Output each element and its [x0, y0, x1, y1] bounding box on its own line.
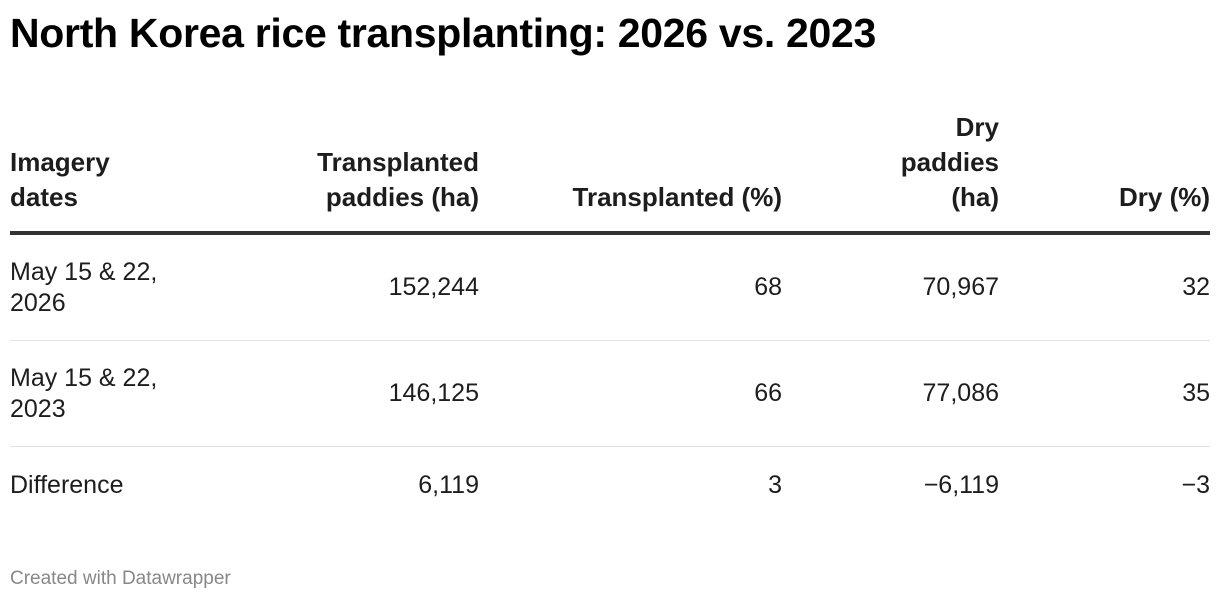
table-row: May 15 & 22, 2026 152,244 68 70,967 32	[10, 233, 1210, 341]
column-header: Dry (%)	[999, 110, 1210, 235]
cell: 66	[479, 340, 782, 447]
header-text: Dry paddies (ha)	[900, 112, 999, 212]
cell: 77,086	[782, 340, 999, 447]
table-row: May 15 & 22, 2023 146,125 66 77,086 35	[10, 340, 1210, 447]
header-text: Imagery dates	[10, 147, 110, 212]
cell: 6,119	[220, 447, 479, 524]
cell-text: Difference	[10, 470, 124, 499]
column-header: Transplanted (%)	[479, 110, 782, 235]
table-body: May 15 & 22, 2026 152,244 68 70,967 32 May 15…	[10, 233, 1210, 523]
cell: 32	[999, 233, 1210, 341]
cell-text: −3	[1181, 470, 1210, 499]
cell: −3	[999, 447, 1210, 524]
data-table: Imagery dates Transplanted paddies (ha) Tr…	[10, 110, 1210, 523]
header-row: Imagery dates Transplanted paddies (ha) Tr…	[10, 110, 1210, 235]
cell-text: May 15 & 22, 2023	[10, 363, 158, 423]
cell: 152,244	[220, 233, 479, 341]
cell-text: 6,119	[418, 470, 479, 499]
cell-text: 35	[1182, 379, 1210, 407]
column-header: Transplanted paddies (ha)	[220, 110, 479, 235]
cell-text: 70,967	[922, 273, 999, 301]
column-header: Dry paddies (ha)	[782, 110, 999, 235]
cell-text: May 15 & 22, 2026	[10, 257, 158, 317]
cell-text: 77,086	[922, 379, 999, 407]
cell: 35	[999, 340, 1210, 447]
table-row: Difference 6,119 3 −6,119 −3	[10, 447, 1210, 524]
footer: Created with Datawrapper	[10, 568, 231, 589]
cell: −6,119	[782, 447, 999, 524]
cell-text: 68	[754, 273, 782, 301]
header-text: Transplanted (%)	[572, 182, 782, 212]
header-text: Transplanted paddies (ha)	[317, 147, 479, 212]
cell-text: 3	[768, 470, 782, 499]
cell: 146,125	[220, 340, 479, 447]
cell: May 15 & 22, 2026	[10, 233, 220, 341]
cell-text: 146,125	[388, 379, 479, 407]
cell: 68	[479, 233, 782, 341]
header-text: Dry (%)	[1118, 182, 1210, 212]
cell: 3	[479, 447, 782, 524]
cell-text: 32	[1182, 273, 1210, 301]
cell: 70,967	[782, 233, 999, 341]
column-header: Imagery dates	[10, 110, 220, 235]
cell-text: 66	[754, 379, 782, 407]
cell-text: −6,119	[923, 470, 999, 499]
cell: Difference	[10, 447, 220, 524]
cell: May 15 & 22, 2023	[10, 340, 220, 447]
cell-text: 152,244	[388, 273, 479, 301]
title: North Korea rice transplanting: 2026 vs.…	[10, 10, 877, 56]
